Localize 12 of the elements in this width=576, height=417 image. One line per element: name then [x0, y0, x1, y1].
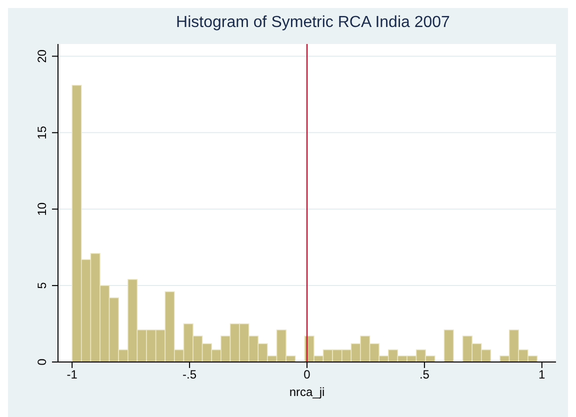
- y-tick-label: 10: [35, 202, 49, 216]
- x-axis-title: nrca_ji: [289, 385, 325, 399]
- y-tick-label: 0: [35, 358, 49, 366]
- x-tick-label: .5: [419, 368, 430, 382]
- x-tick-label: -.5: [182, 368, 197, 382]
- y-tick-label: 15: [35, 126, 49, 140]
- chart-title: Histogram of Symetric RCA India 2007: [175, 13, 451, 33]
- y-tick-label: 5: [35, 282, 49, 289]
- x-tick-label: 0: [304, 368, 311, 382]
- x-tick-label: 1: [538, 368, 546, 382]
- x-tick-label: -1: [66, 368, 78, 382]
- y-tick-label: 20: [35, 49, 49, 63]
